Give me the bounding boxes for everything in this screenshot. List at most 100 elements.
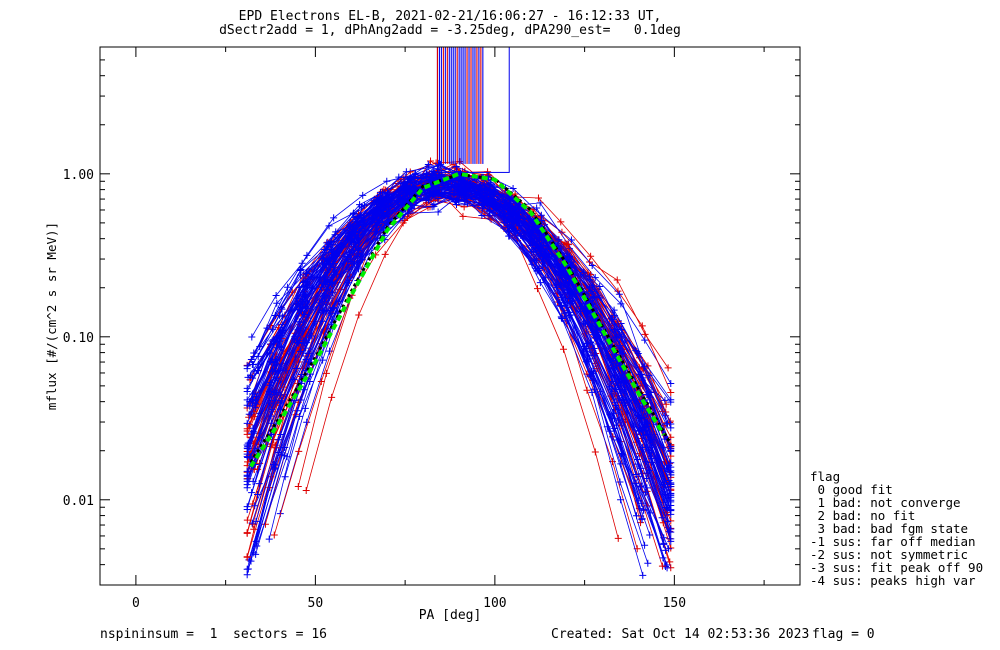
spectrum-line xyxy=(254,183,648,489)
spectrum-point xyxy=(349,210,357,218)
spectrum-point xyxy=(610,409,618,417)
spectrum-point xyxy=(249,361,257,369)
spectrum-point xyxy=(609,364,617,372)
spectrum-point xyxy=(274,369,282,377)
spectrum-point xyxy=(539,241,547,249)
spectrum-point xyxy=(664,518,672,526)
spectrum-point xyxy=(269,325,277,333)
spectrum-point xyxy=(243,553,251,561)
spectrum-point xyxy=(667,537,675,545)
spectrum-point xyxy=(270,531,278,539)
spectrum-point xyxy=(458,190,466,198)
spectrum-point xyxy=(586,338,594,346)
spectrum-point xyxy=(555,236,563,244)
spectrum-line xyxy=(284,173,672,506)
spectrum-point xyxy=(408,202,416,210)
spectrum-point xyxy=(663,420,671,428)
spectrum-line xyxy=(251,171,672,449)
spectrum-point xyxy=(355,265,363,273)
spectrum-point xyxy=(302,355,310,363)
spectrum-point xyxy=(355,311,363,319)
spectrum-point xyxy=(245,410,253,418)
spectrum-point xyxy=(302,487,310,495)
spectrum-point xyxy=(644,419,652,427)
spectrum-point xyxy=(411,173,419,181)
spectrum-point xyxy=(537,231,545,239)
spectrum-point xyxy=(246,372,254,380)
spectrum-point xyxy=(640,363,648,371)
spectrum-point xyxy=(667,443,675,451)
spectrum-point xyxy=(615,406,623,414)
spectrum-point xyxy=(617,496,625,504)
spectrum-point xyxy=(504,227,512,235)
spectrum-point xyxy=(293,299,301,307)
spectrum-point xyxy=(478,198,486,206)
spectrum-point xyxy=(509,204,517,212)
spectrum-point xyxy=(395,173,403,181)
spectrum-line xyxy=(246,183,666,551)
spectrum-point xyxy=(272,356,280,364)
spectrum-point xyxy=(303,251,311,259)
spectrum-point xyxy=(248,519,256,527)
y-tick-label: 0.01 xyxy=(63,494,94,509)
spectrum-point xyxy=(552,268,560,276)
spectrum-point xyxy=(667,396,675,404)
spectrum-point xyxy=(560,269,568,277)
spectrum-point xyxy=(589,331,597,339)
spectrum-point xyxy=(381,250,389,258)
spectrum-point xyxy=(596,294,604,302)
flag-legend-item: -1 sus: far off median xyxy=(810,534,976,549)
spectrum-point xyxy=(248,333,256,341)
spectrum-point xyxy=(531,257,539,265)
spectrum-point xyxy=(583,386,591,394)
spectrum-point xyxy=(664,505,672,513)
spectrum-line xyxy=(252,190,643,520)
spectrum-point xyxy=(303,299,311,307)
spectrum-point xyxy=(278,328,286,336)
spectrum-point xyxy=(588,262,596,270)
spectrum-point xyxy=(632,346,640,354)
spectrum-point xyxy=(485,212,493,220)
spectrum-point xyxy=(635,427,643,435)
spectrum-point xyxy=(638,322,646,330)
spectrum-point xyxy=(534,194,542,202)
spectrum-point xyxy=(617,460,625,468)
spectrum-point xyxy=(272,291,280,299)
fit-curves xyxy=(249,171,673,468)
spectrum-point xyxy=(505,232,513,240)
spectrum-point xyxy=(553,283,561,291)
spectrum-point xyxy=(353,218,361,226)
spectrum-point xyxy=(295,447,303,455)
spectrum-point xyxy=(327,309,335,317)
spectrum-point xyxy=(243,505,251,513)
x-tick-label: 100 xyxy=(483,596,506,611)
spectrum-point xyxy=(537,249,545,257)
spectrum-point xyxy=(596,282,604,290)
spectrum-point xyxy=(243,471,251,479)
spectrum-point xyxy=(293,336,301,344)
flag-legend-item: -2 sus: not symmetric xyxy=(810,547,969,562)
flag-legend-item: 1 bad: not converge xyxy=(810,495,961,510)
spectrum-point xyxy=(276,399,284,407)
spectrum-point xyxy=(639,446,647,454)
spectrum-point xyxy=(323,278,331,286)
spectrum-point xyxy=(272,360,280,368)
x-axis-label: PA [deg] xyxy=(419,608,482,623)
spectrum-point xyxy=(243,529,251,537)
spectrum-point xyxy=(425,196,433,204)
spectrum-point xyxy=(639,571,647,579)
spectrum-point xyxy=(452,162,460,170)
spectrum-point xyxy=(647,388,655,396)
spectrum-line xyxy=(248,189,639,501)
spectrum-point xyxy=(351,234,359,242)
x-tick-label: 50 xyxy=(308,596,324,611)
spectrum-point xyxy=(425,163,433,171)
spectrum-point xyxy=(356,201,364,209)
spectrum-point xyxy=(634,497,642,505)
spectrum-point xyxy=(278,321,286,329)
spectrum-point xyxy=(273,299,281,307)
spectrum-point xyxy=(558,315,566,323)
spectrum-point xyxy=(281,473,289,481)
spectrum-point xyxy=(611,399,619,407)
spectrum-point xyxy=(428,203,436,211)
